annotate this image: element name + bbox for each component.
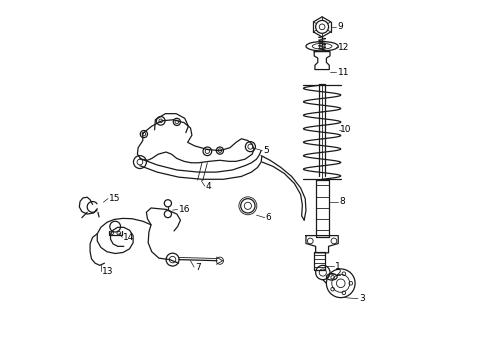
- Text: 8: 8: [339, 197, 345, 206]
- Text: 11: 11: [338, 68, 349, 77]
- Text: 12: 12: [338, 43, 349, 52]
- Text: 13: 13: [102, 267, 113, 276]
- Text: 16: 16: [179, 205, 190, 214]
- Text: 3: 3: [359, 294, 365, 303]
- Text: 15: 15: [109, 194, 121, 203]
- Text: 14: 14: [123, 233, 135, 242]
- Text: 2: 2: [335, 269, 341, 278]
- Text: 4: 4: [206, 181, 212, 190]
- Text: 7: 7: [195, 263, 201, 272]
- Text: 1: 1: [335, 262, 341, 271]
- Text: 9: 9: [338, 22, 343, 31]
- Text: 10: 10: [340, 125, 351, 134]
- Text: 6: 6: [266, 213, 271, 222]
- Text: 5: 5: [263, 146, 269, 155]
